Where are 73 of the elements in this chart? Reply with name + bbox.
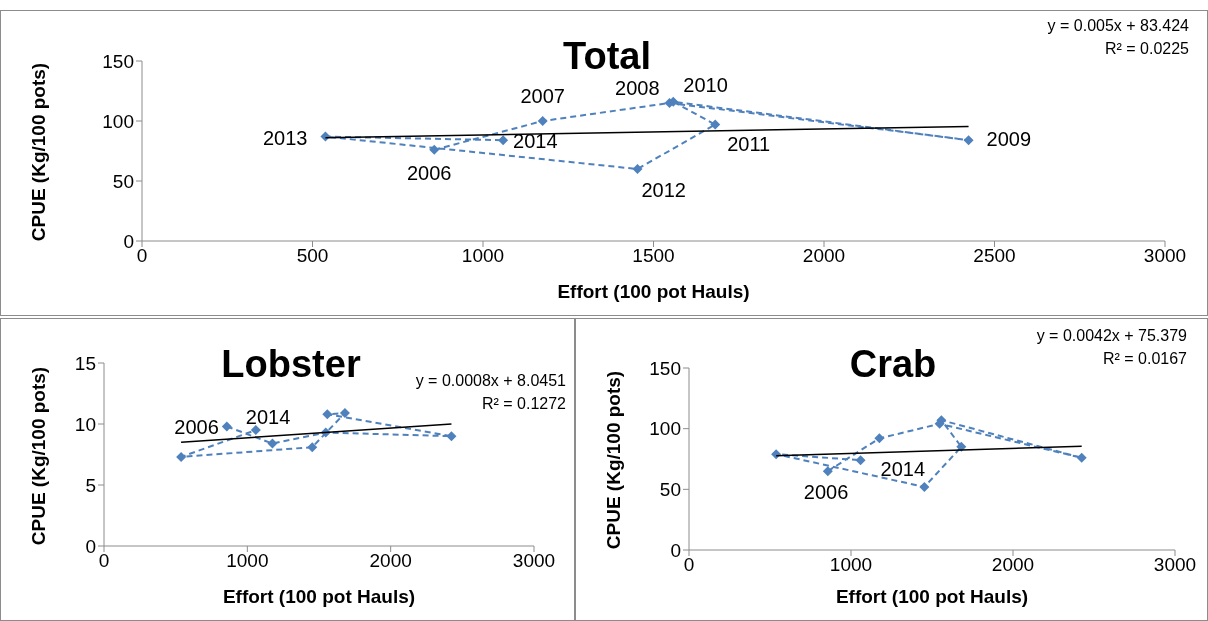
x-tick-label: 2000 [369, 550, 412, 572]
annotation: 2014 [245, 406, 291, 429]
annotation: 2006 [803, 481, 849, 504]
x-tick-label: 2500 [973, 245, 1016, 267]
y-tick-label: 15 [74, 352, 96, 374]
point [1076, 452, 1087, 463]
x-tick-label: 2000 [802, 245, 846, 267]
point [250, 425, 261, 436]
point [339, 408, 350, 419]
point [446, 431, 457, 442]
x-tick-label: 3000 [1143, 245, 1187, 267]
y-tick-label: 150 [102, 50, 134, 72]
text: y = 0.0042x + 75.379 [1036, 327, 1187, 345]
annotation: 2014 [513, 130, 558, 153]
y-axis-title: CPUE (Kg/100 pots) [603, 370, 625, 550]
annotation: y = 0.0008x + 8.0451 [415, 372, 566, 390]
y-tick-label: 0 [123, 230, 134, 252]
text: R² = 0.0167 [1102, 350, 1187, 368]
y-tick-label: 50 [659, 479, 681, 501]
point [176, 451, 187, 462]
y-axis-title: CPUE (Kg/100 pots) [28, 366, 50, 545]
annotation: 2011 [727, 132, 771, 155]
point [320, 131, 331, 142]
x-tick-label: 2000 [991, 554, 1035, 576]
point [822, 466, 833, 477]
x-tick-label: 0 [683, 554, 695, 576]
point [322, 409, 333, 420]
x-tick-label: 1000 [461, 245, 505, 267]
text: y = 0.005x + 83.424 [1047, 17, 1189, 35]
point [855, 455, 866, 466]
y-tick-label: 10 [74, 413, 96, 435]
point [632, 164, 643, 174]
y-tick-label: 5 [85, 474, 96, 496]
x-tick-label: 500 [296, 245, 329, 267]
text: R² = 0.0225 [1104, 40, 1189, 58]
y-tick-label: 0 [85, 535, 96, 557]
x-tick-label: 1500 [632, 245, 675, 267]
chart-title: Lobster [221, 343, 361, 386]
annotation: 2013 [262, 126, 308, 149]
annotation: 2006 [406, 161, 452, 184]
point [963, 135, 974, 146]
y-axis-title: CPUE (Kg/100 pots) [28, 62, 50, 242]
y-tick-label: 50 [112, 170, 134, 192]
point [919, 481, 930, 492]
x-axis-title: Effort (100 pot Hauls) [221, 586, 417, 608]
y-tick-label: 100 [649, 418, 681, 440]
point [267, 438, 278, 449]
x-tick-label: 3000 [512, 550, 556, 572]
chart-title: Total [563, 35, 651, 78]
x-tick-label: 3000 [1153, 554, 1197, 576]
point [429, 144, 440, 155]
annotation: 2012 [641, 179, 686, 201]
point [498, 135, 509, 146]
annotation: 2014 [880, 458, 926, 481]
y-tick-label: 100 [102, 110, 134, 132]
point [537, 116, 548, 126]
chart-title: Crab [849, 343, 937, 386]
point [874, 433, 885, 444]
x-tick-label: 1000 [226, 550, 269, 572]
annotation: 2006 [174, 416, 219, 439]
x-axis-title: Effort (100 pot Hauls) [834, 586, 1030, 608]
annotation: 2010 [683, 73, 728, 96]
x-tick-label: 0 [136, 245, 148, 267]
y-tick-label: 150 [649, 357, 681, 379]
annotation: 2007 [520, 85, 565, 107]
point [710, 119, 721, 130]
point [307, 442, 318, 453]
annotation: 2008 [615, 77, 660, 99]
x-axis-title: Effort (100 pot Hauls) [556, 281, 751, 303]
annotation: 2009 [986, 128, 1032, 151]
x-tick-label: 1000 [829, 554, 873, 576]
annotation: R² = 0.1272 [481, 395, 566, 413]
point [221, 421, 232, 432]
